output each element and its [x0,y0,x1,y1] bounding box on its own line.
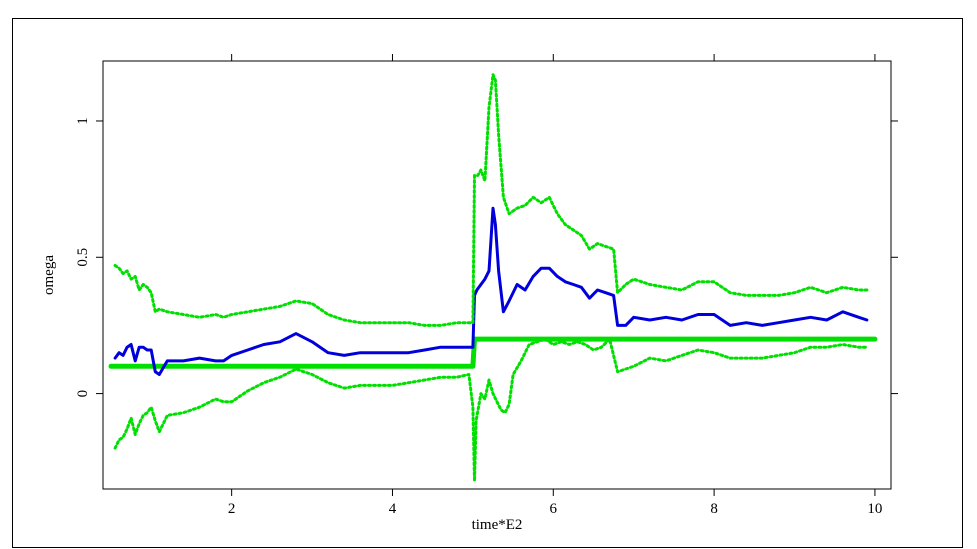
plot-area [102,60,892,490]
axes-layer: 2 4 6 8 10 0 0.5 1 [75,54,898,517]
chart-frame: 2 4 6 8 10 0 0.5 1 time*E2 omega [12,18,963,548]
series-layer [108,73,878,483]
y-axis-label: omega [41,255,57,295]
y-tick-label: 0.5 [75,248,91,267]
y-tick-label: 0 [75,390,91,398]
y-tick-label: 1 [75,117,91,125]
reference-line [108,336,878,369]
upper-band-line [113,73,869,327]
x-tick-label: 2 [228,501,236,517]
lower-band-line [113,337,869,483]
estimate-line [113,206,869,376]
chart: 2 4 6 8 10 0 0.5 1 time*E2 omega [41,54,898,533]
x-tick-label: 4 [389,501,397,517]
x-axis-label: time*E2 [472,517,523,533]
x-tick-label: 8 [710,501,718,517]
x-tick-label: 6 [550,501,558,517]
x-tick-label: 10 [867,501,882,517]
